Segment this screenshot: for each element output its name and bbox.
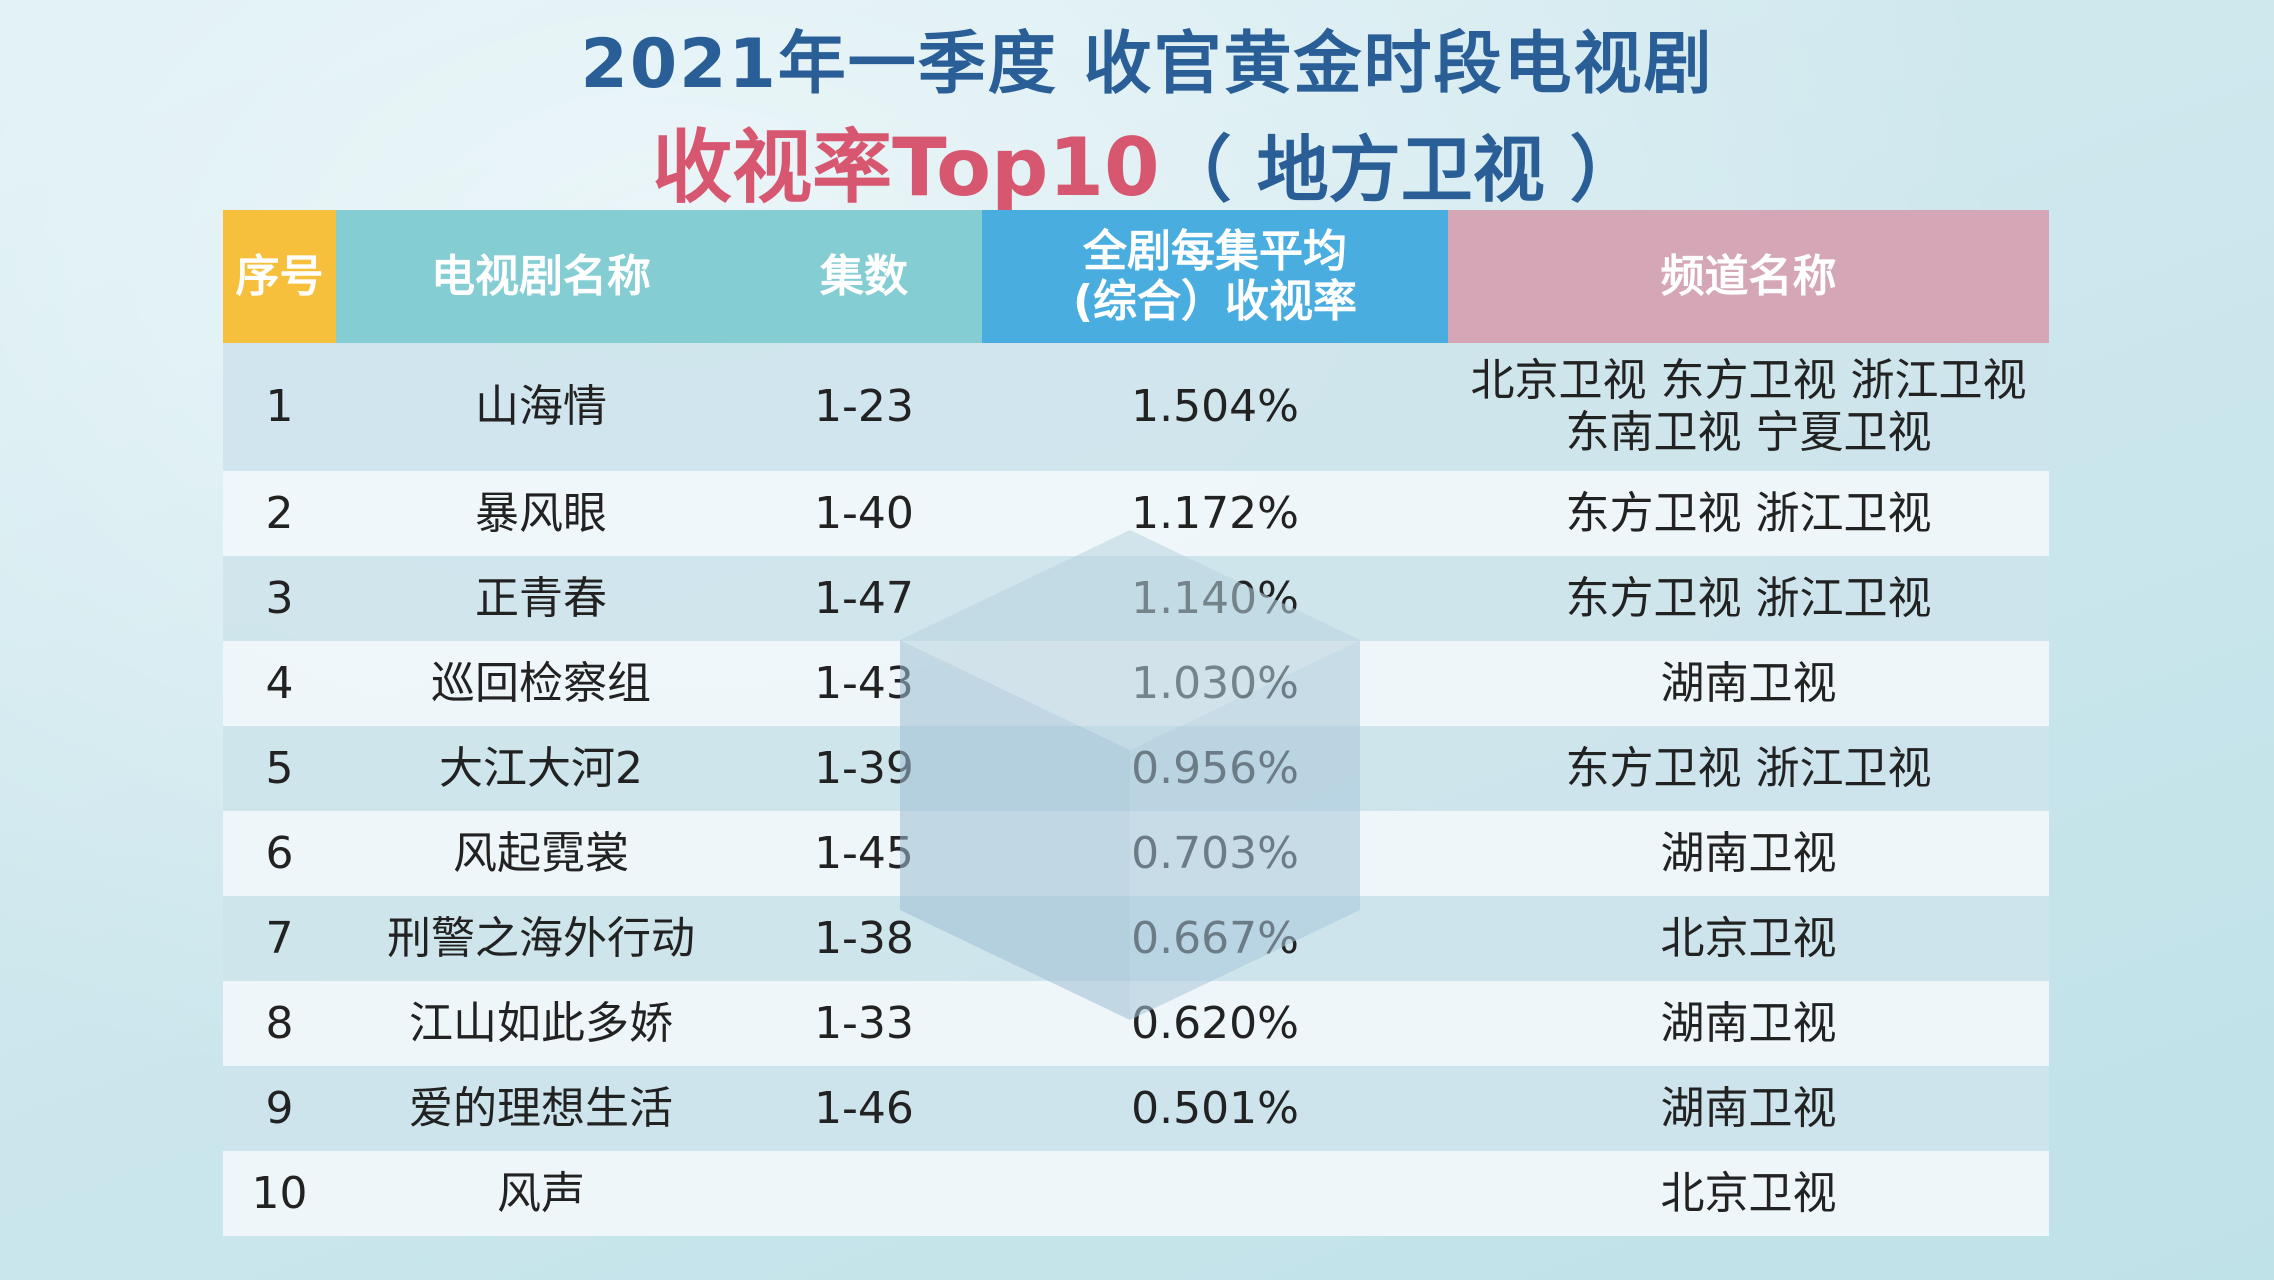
cell-episodes: 1-45: [746, 811, 982, 896]
ratings-table-container: 序号 电视剧名称 集数 全剧每集平均 (综合）收视率 频道名称 1 山海情 1-23…: [223, 210, 2049, 1236]
cell-episodes: 1-43: [746, 641, 982, 726]
cell-rate: 0.620%: [982, 981, 1448, 1066]
cell-no: 3: [223, 556, 336, 641]
cell-name: 爱的理想生活: [336, 1066, 746, 1151]
cell-channel: 湖南卫视: [1448, 1066, 2049, 1151]
cell-no: 6: [223, 811, 336, 896]
cell-rate: 1.140%: [982, 556, 1448, 641]
cell-no: 4: [223, 641, 336, 726]
cell-name: 大江大河2: [336, 726, 746, 811]
table-row: 7 刑警之海外行动 1-38 0.667% 北京卫视: [223, 896, 2049, 981]
cell-channel: 湖南卫视: [1448, 641, 2049, 726]
cell-name: 正青春: [336, 556, 746, 641]
table-row: 6 风起霓裳 1-45 0.703% 湖南卫视: [223, 811, 2049, 896]
header-name: 电视剧名称: [336, 210, 746, 343]
header-episodes: 集数: [746, 210, 982, 343]
cell-name: 风起霓裳: [336, 811, 746, 896]
cell-name: 江山如此多娇: [336, 981, 746, 1066]
table-row: 4 巡回检察组 1-43 1.030% 湖南卫视: [223, 641, 2049, 726]
cell-channel: 东方卫视 浙江卫视: [1448, 556, 2049, 641]
chart-title: 2021年一季度 收官黄金时段电视剧: [580, 25, 1714, 104]
cell-no: 5: [223, 726, 336, 811]
cell-rate: 1.172%: [982, 471, 1448, 556]
cell-episodes: 1-33: [746, 981, 982, 1066]
cell-rate: 0.501%: [982, 1066, 1448, 1151]
cell-name: 刑警之海外行动: [336, 896, 746, 981]
cell-name: 山海情: [336, 343, 746, 471]
cell-no: 8: [223, 981, 336, 1066]
cell-episodes: [746, 1151, 982, 1236]
cell-rate: 0.667%: [982, 896, 1448, 981]
cell-episodes: 1-39: [746, 726, 982, 811]
cell-rate: [982, 1151, 1448, 1236]
cell-episodes: 1-47: [746, 556, 982, 641]
table-row: 2 暴风眼 1-40 1.172% 东方卫视 浙江卫视: [223, 471, 2049, 556]
cell-channel: 湖南卫视: [1448, 811, 2049, 896]
header-rate-line2: (综合）收视率: [1072, 275, 1358, 327]
cell-rate: 1.504%: [982, 343, 1448, 471]
cell-rate: 0.703%: [982, 811, 1448, 896]
cell-channel: 北京卫视: [1448, 1151, 2049, 1236]
cell-name: 风声: [336, 1151, 746, 1236]
cell-no: 1: [223, 343, 336, 471]
cell-rate: 1.030%: [982, 641, 1448, 726]
cell-episodes: 1-38: [746, 896, 982, 981]
subtitle-sub: （ 地方卫视 ）: [1159, 128, 1642, 212]
cell-episodes: 1-46: [746, 1066, 982, 1151]
table-row: 1 山海情 1-23 1.504% 北京卫视 东方卫视 浙江卫视 东南卫视 宁夏卫视: [223, 343, 2049, 471]
cell-channel: 北京卫视: [1448, 896, 2049, 981]
cell-channel: 东方卫视 浙江卫视: [1448, 471, 2049, 556]
chart-subtitle: 收视率Top10（ 地方卫视 ）: [0, 118, 2274, 220]
cell-no: 2: [223, 471, 336, 556]
table-row: 9 爱的理想生活 1-46 0.501% 湖南卫视: [223, 1066, 2049, 1151]
cell-channel: 东方卫视 浙江卫视: [1448, 726, 2049, 811]
ratings-table: 序号 电视剧名称 集数 全剧每集平均 (综合）收视率 频道名称 1 山海情 1-23…: [223, 210, 2049, 1236]
table-header-row: 序号 电视剧名称 集数 全剧每集平均 (综合）收视率 频道名称: [223, 210, 2049, 343]
cell-channel: 北京卫视 东方卫视 浙江卫视 东南卫视 宁夏卫视: [1448, 343, 2049, 471]
header-no: 序号: [223, 210, 336, 343]
table-body: 1 山海情 1-23 1.504% 北京卫视 东方卫视 浙江卫视 东南卫视 宁夏卫视 2 暴风…: [223, 343, 2049, 1236]
header-channel: 频道名称: [1448, 210, 2049, 343]
subtitle-main: 收视率Top10: [652, 121, 1160, 214]
cell-episodes: 1-23: [746, 343, 982, 471]
cell-name: 暴风眼: [336, 471, 746, 556]
cell-rate: 0.956%: [982, 726, 1448, 811]
cell-no: 7: [223, 896, 336, 981]
table-row: 5 大江大河2 1-39 0.956% 东方卫视 浙江卫视: [223, 726, 2049, 811]
cell-channel-line2: 东南卫视 宁夏卫视: [1565, 407, 1932, 458]
cell-episodes: 1-40: [746, 471, 982, 556]
table-row: 10 风声 北京卫视: [223, 1151, 2049, 1236]
header-rate: 全剧每集平均 (综合）收视率: [982, 210, 1448, 343]
header-rate-line1: 全剧每集平均: [1083, 225, 1347, 277]
cell-no: 10: [223, 1151, 336, 1236]
cell-channel-line1: 北京卫视 东方卫视 浙江卫视: [1470, 355, 2027, 406]
cell-name: 巡回检察组: [336, 641, 746, 726]
table-row: 8 江山如此多娇 1-33 0.620% 湖南卫视: [223, 981, 2049, 1066]
cell-channel: 湖南卫视: [1448, 981, 2049, 1066]
cell-no: 9: [223, 1066, 336, 1151]
table-row: 3 正青春 1-47 1.140% 东方卫视 浙江卫视: [223, 556, 2049, 641]
